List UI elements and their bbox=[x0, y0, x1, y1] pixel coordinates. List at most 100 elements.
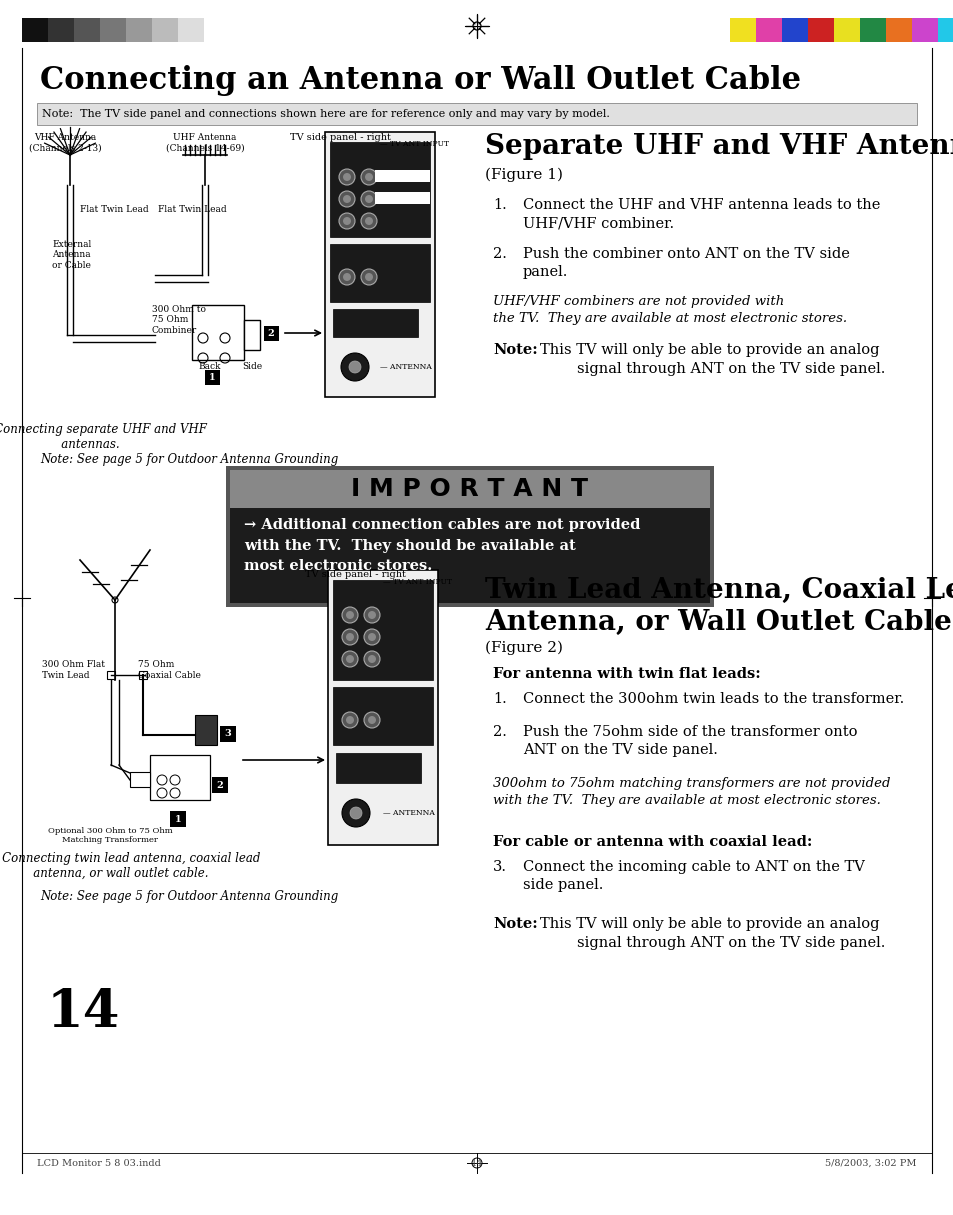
Text: UHF Antenna
(Channels 14-69): UHF Antenna (Channels 14-69) bbox=[166, 132, 244, 152]
Bar bbox=[194, 714, 216, 745]
Text: 300ohm to 75ohm matching transformers are not provided
with the TV.  They are av: 300ohm to 75ohm matching transformers ar… bbox=[493, 778, 889, 807]
Text: Note:: Note: bbox=[493, 343, 537, 357]
Bar bbox=[192, 305, 244, 360]
Bar bbox=[244, 320, 260, 350]
Circle shape bbox=[346, 611, 354, 618]
Text: Flat Twin Lead: Flat Twin Lead bbox=[80, 205, 149, 214]
Text: Separate UHF and VHF Antennas: Separate UHF and VHF Antennas bbox=[484, 132, 953, 160]
Circle shape bbox=[346, 633, 354, 642]
Circle shape bbox=[364, 712, 379, 728]
Text: 2: 2 bbox=[268, 329, 274, 339]
Text: 1: 1 bbox=[174, 814, 181, 824]
Circle shape bbox=[368, 716, 375, 724]
Text: 2.: 2. bbox=[493, 247, 506, 261]
Text: 75 Ohm
Coaxial Cable: 75 Ohm Coaxial Cable bbox=[138, 660, 201, 679]
Circle shape bbox=[112, 597, 118, 603]
Text: I M P O R T A N T: I M P O R T A N T bbox=[351, 477, 588, 501]
Bar bbox=[911, 18, 937, 43]
Bar bbox=[335, 753, 420, 782]
Text: (Figure 2): (Figure 2) bbox=[484, 642, 562, 655]
Bar bbox=[375, 192, 430, 204]
Text: → Additional connection cables are not provided
with the TV.  They should be ava: → Additional connection cables are not p… bbox=[244, 518, 639, 573]
Bar bbox=[937, 18, 953, 43]
Bar bbox=[333, 309, 417, 337]
Circle shape bbox=[360, 169, 376, 185]
Text: 3.: 3. bbox=[493, 860, 506, 874]
Text: TV side panel - right: TV side panel - right bbox=[304, 570, 405, 580]
Circle shape bbox=[343, 217, 351, 225]
Circle shape bbox=[365, 194, 373, 203]
Bar bbox=[152, 18, 178, 43]
Text: 300 Ohm to
75 Ohm
Combiner: 300 Ohm to 75 Ohm Combiner bbox=[152, 305, 206, 335]
Text: Side: Side bbox=[242, 362, 262, 371]
Circle shape bbox=[368, 633, 375, 642]
Circle shape bbox=[365, 273, 373, 281]
Circle shape bbox=[346, 655, 354, 663]
Text: 1.: 1. bbox=[493, 693, 506, 706]
Text: TV side panel - right: TV side panel - right bbox=[290, 132, 390, 142]
Text: 1.: 1. bbox=[493, 198, 506, 211]
Circle shape bbox=[343, 273, 351, 281]
Bar bbox=[729, 18, 755, 43]
Text: Push the 75ohm side of the transformer onto
ANT on the TV side panel.: Push the 75ohm side of the transformer o… bbox=[522, 725, 857, 757]
Text: Note:  The TV side panel and connections shown here are for reference only and m: Note: The TV side panel and connections … bbox=[42, 109, 609, 119]
Bar bbox=[22, 18, 48, 43]
Circle shape bbox=[368, 655, 375, 663]
Circle shape bbox=[338, 269, 355, 286]
Text: Connect the incoming cable to ANT on the TV
side panel.: Connect the incoming cable to ANT on the… bbox=[522, 860, 864, 892]
Text: 2: 2 bbox=[216, 780, 223, 790]
Bar bbox=[212, 778, 228, 793]
Text: — ANTENNA: — ANTENNA bbox=[379, 363, 432, 371]
Text: Note:: Note: bbox=[493, 917, 537, 931]
Text: VHF Antenna
(Channels 2-13): VHF Antenna (Channels 2-13) bbox=[29, 132, 101, 152]
Bar bbox=[375, 170, 430, 182]
Circle shape bbox=[343, 173, 351, 181]
Circle shape bbox=[360, 269, 376, 286]
Bar bbox=[204, 18, 230, 43]
Text: Connect the UHF and VHF antenna leads to the
UHF/VHF combiner.: Connect the UHF and VHF antenna leads to… bbox=[522, 198, 880, 231]
Circle shape bbox=[341, 651, 357, 667]
Circle shape bbox=[360, 213, 376, 228]
Text: Flat Twin Lead: Flat Twin Lead bbox=[158, 205, 227, 214]
Text: Note: See page 5 for Outdoor Antenna Grounding: Note: See page 5 for Outdoor Antenna Gro… bbox=[40, 453, 338, 467]
Text: 14: 14 bbox=[47, 987, 120, 1038]
Bar bbox=[833, 18, 859, 43]
Circle shape bbox=[341, 799, 370, 827]
Bar bbox=[74, 18, 100, 43]
Bar bbox=[859, 18, 885, 43]
Bar bbox=[107, 671, 115, 679]
Bar bbox=[333, 686, 433, 745]
Bar bbox=[170, 810, 186, 827]
Text: This TV will only be able to provide an analog
        signal through ANT on the: This TV will only be able to provide an … bbox=[539, 917, 884, 950]
Bar bbox=[885, 18, 911, 43]
Circle shape bbox=[364, 629, 379, 645]
Bar bbox=[150, 755, 210, 799]
Bar bbox=[325, 132, 435, 397]
Circle shape bbox=[364, 608, 379, 623]
Circle shape bbox=[338, 169, 355, 185]
Circle shape bbox=[349, 361, 360, 373]
Bar bbox=[264, 326, 278, 341]
Bar bbox=[100, 18, 126, 43]
Circle shape bbox=[341, 629, 357, 645]
Circle shape bbox=[364, 651, 379, 667]
Bar bbox=[178, 18, 204, 43]
Text: For cable or antenna with coaxial lead:: For cable or antenna with coaxial lead: bbox=[493, 835, 812, 849]
Text: 3: 3 bbox=[224, 729, 232, 739]
Text: Connect the 300ohm twin leads to the transformer.: Connect the 300ohm twin leads to the tra… bbox=[522, 693, 903, 706]
Circle shape bbox=[341, 712, 357, 728]
Text: External
Antenna
or Cable: External Antenna or Cable bbox=[52, 241, 91, 270]
Circle shape bbox=[346, 716, 354, 724]
Bar bbox=[230, 508, 709, 603]
Bar bbox=[226, 467, 713, 608]
Circle shape bbox=[360, 191, 376, 207]
Text: (Figure 1): (Figure 1) bbox=[484, 168, 562, 182]
Bar bbox=[220, 727, 235, 742]
Text: — ANTENNA: — ANTENNA bbox=[382, 809, 435, 816]
Bar bbox=[330, 142, 430, 237]
Text: For antenna with twin flat leads:: For antenna with twin flat leads: bbox=[493, 667, 760, 680]
Text: This TV will only be able to provide an analog
        signal through ANT on the: This TV will only be able to provide an … bbox=[539, 343, 884, 377]
Bar bbox=[807, 18, 833, 43]
Circle shape bbox=[341, 608, 357, 623]
Circle shape bbox=[365, 217, 373, 225]
